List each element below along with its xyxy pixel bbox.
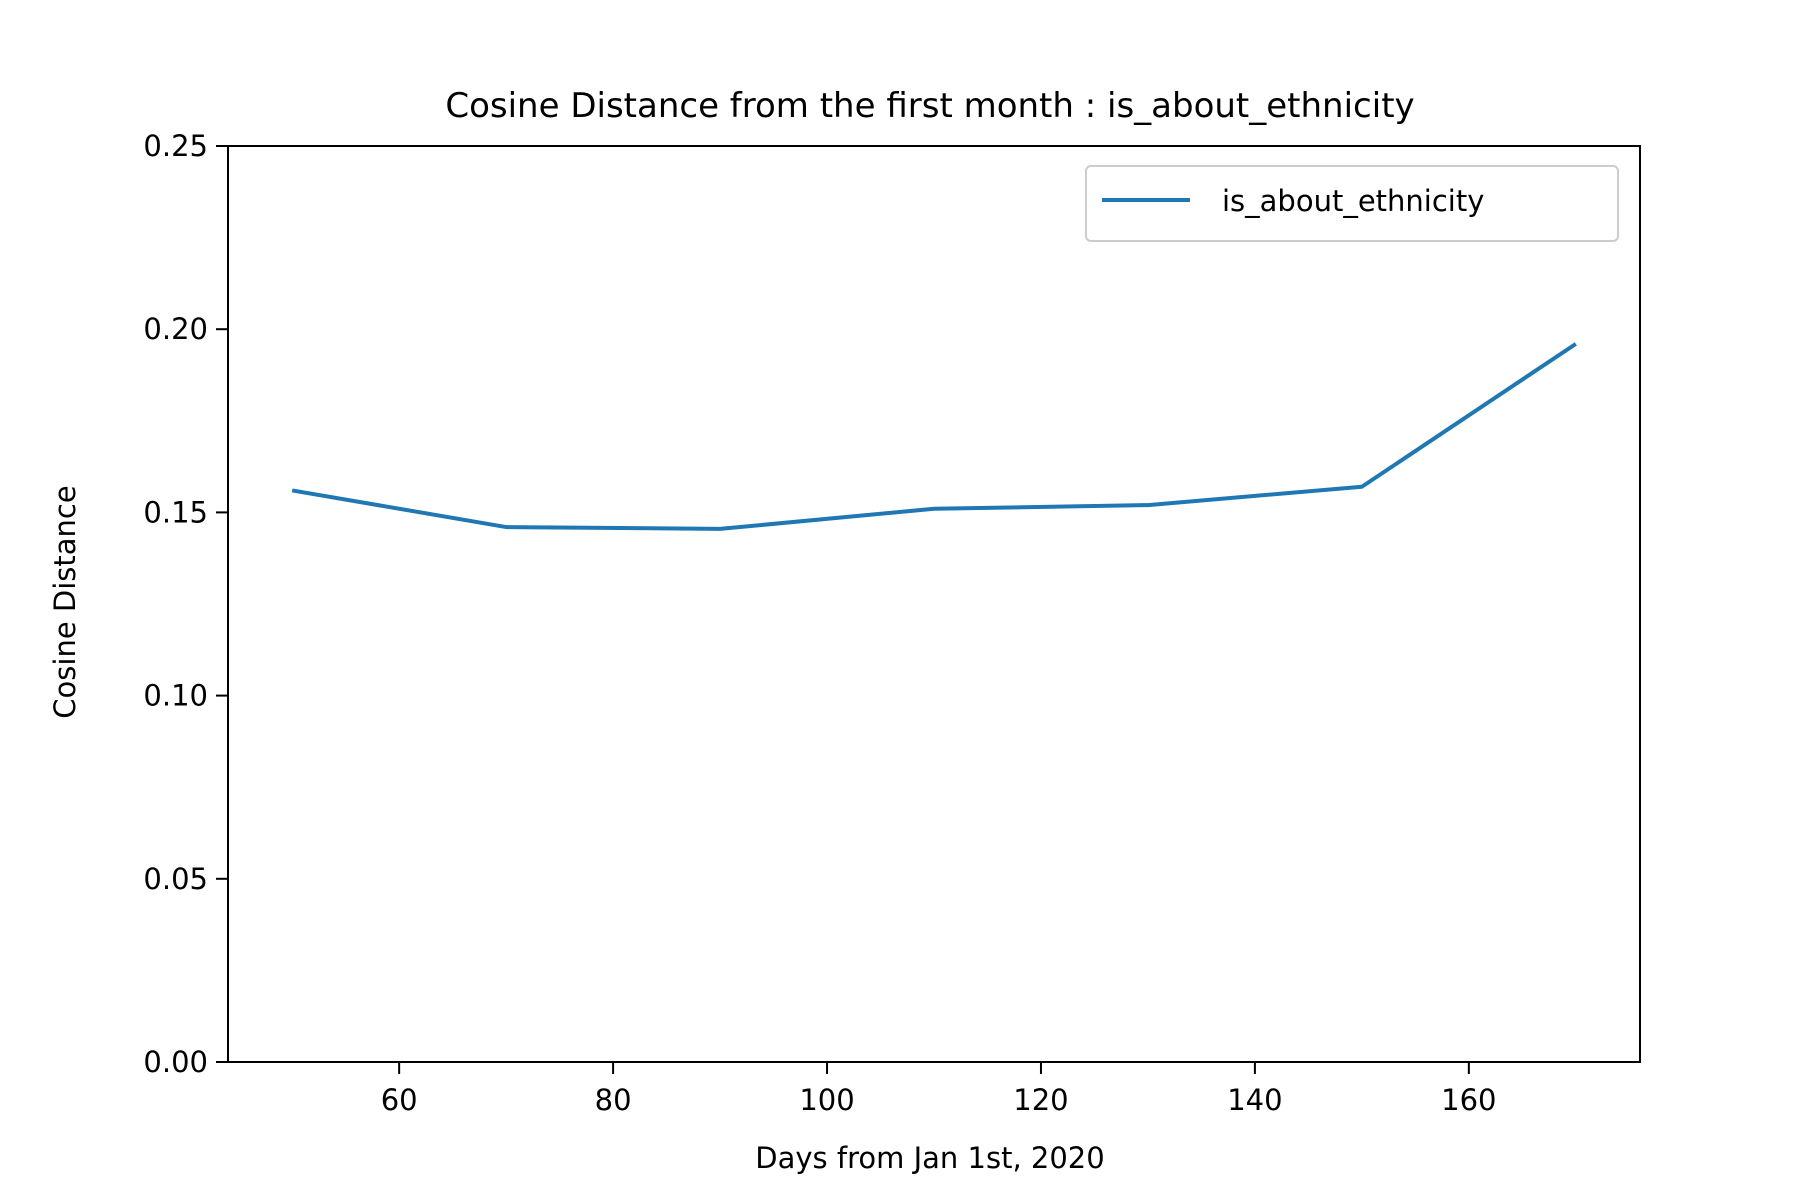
- x-axis-ticks: 60 80 100 120 140 160: [381, 1062, 1497, 1117]
- series-line-is_about_ethnicity: [291, 342, 1577, 531]
- y-tick-label: 0.25: [143, 129, 208, 163]
- y-tick-label: 0.05: [143, 862, 208, 896]
- y-tick-label: 0.15: [143, 495, 208, 529]
- legend-label-is_about_ethnicity: is_about_ethnicity: [1222, 184, 1484, 218]
- chart-title: Cosine Distance from the first month : i…: [445, 86, 1414, 126]
- plot-frame: [227, 145, 1641, 1063]
- x-tick-label: 120: [1013, 1083, 1068, 1117]
- y-axis-ticks: 0.00 0.05 0.10 0.15 0.20 0.25: [143, 129, 228, 1079]
- y-tick-label: 0.10: [143, 679, 208, 713]
- x-tick-label: 80: [595, 1083, 632, 1117]
- y-tick-label: 0.20: [143, 312, 208, 346]
- y-axis-label: Cosine Distance: [48, 485, 82, 718]
- legend: is_about_ethnicity: [1085, 165, 1619, 242]
- x-tick-label: 100: [799, 1083, 854, 1117]
- x-axis-label: Days from Jan 1st, 2020: [755, 1141, 1104, 1175]
- series-layer: [291, 342, 1577, 531]
- legend-box: [1085, 165, 1619, 242]
- x-tick-label: 160: [1441, 1083, 1496, 1117]
- x-tick-label: 60: [381, 1083, 418, 1117]
- y-tick-label: 0.00: [143, 1045, 208, 1079]
- x-tick-label: 140: [1227, 1083, 1282, 1117]
